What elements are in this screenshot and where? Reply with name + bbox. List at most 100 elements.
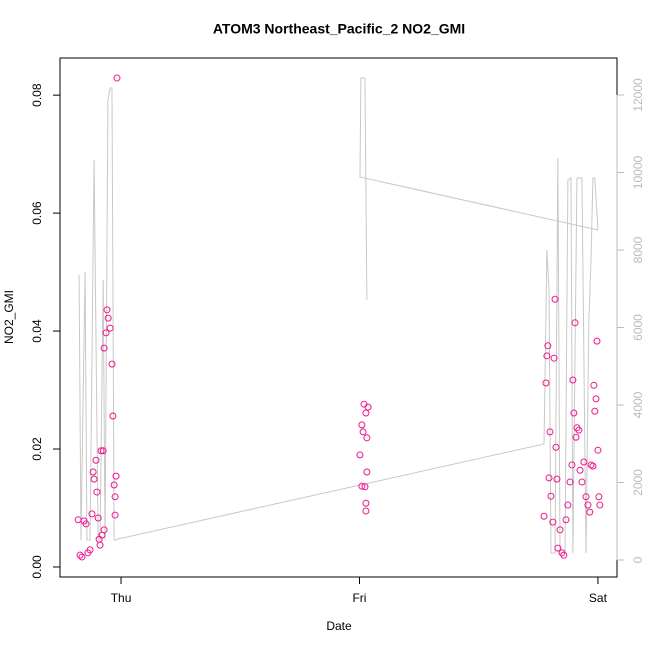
line-series [78, 77, 599, 554]
point [544, 342, 552, 350]
point [550, 354, 558, 362]
point [100, 526, 108, 534]
y-tick-label: 0.08 [30, 83, 44, 107]
point [97, 447, 105, 455]
point [361, 483, 369, 491]
point [572, 433, 580, 441]
point [570, 409, 578, 417]
x-tick-label: Fri [352, 591, 366, 605]
point [99, 447, 107, 455]
point [89, 468, 97, 476]
point [358, 421, 366, 429]
plot-frame [59, 57, 618, 578]
y-tick-label: 0.00 [30, 555, 44, 579]
point [90, 475, 98, 483]
point [553, 475, 561, 483]
point [92, 456, 100, 464]
point [112, 472, 120, 480]
y2-tick-label: 12000 [631, 78, 645, 112]
y2-tick-label: 8000 [631, 236, 645, 263]
point [78, 553, 86, 561]
point [576, 466, 584, 474]
point [363, 434, 371, 442]
y2-tick-label: 2000 [631, 469, 645, 496]
x-axis-label: Date [326, 619, 352, 633]
point [364, 403, 372, 411]
point [566, 478, 574, 486]
point [88, 510, 96, 518]
point [110, 481, 118, 489]
point [552, 443, 560, 451]
point [103, 306, 111, 314]
y2-tick-label: 10000 [631, 155, 645, 189]
point [589, 462, 597, 470]
point [562, 516, 570, 524]
point [362, 499, 370, 507]
point [356, 451, 364, 459]
point [551, 295, 559, 303]
y-axis-label: NO2_GMI [2, 290, 16, 344]
point [578, 478, 586, 486]
y-tick-label: 0.02 [30, 437, 44, 461]
y2-tick-label: 6000 [631, 314, 645, 341]
point [363, 468, 371, 476]
point [587, 461, 595, 469]
y2-tick-label: 0 [631, 556, 645, 563]
point [591, 407, 599, 415]
point [104, 314, 112, 322]
point [82, 520, 90, 528]
point [596, 501, 604, 509]
point [543, 352, 551, 360]
point [108, 360, 116, 368]
point [549, 518, 557, 526]
x-tick-label: Sat [589, 591, 608, 605]
point [586, 508, 594, 516]
point [568, 461, 576, 469]
point [590, 381, 598, 389]
point [358, 482, 366, 490]
point [111, 493, 119, 501]
point [362, 507, 370, 515]
point [102, 329, 110, 337]
point [556, 526, 564, 534]
point [93, 488, 101, 496]
point [571, 319, 579, 327]
point [582, 493, 590, 501]
point [592, 395, 600, 403]
point [111, 511, 119, 519]
chart-title: ATOM3 Northeast_Pacific_2 NO2_GMI [213, 21, 465, 37]
point [360, 400, 368, 408]
point [547, 492, 555, 500]
point [546, 428, 554, 436]
point [593, 337, 601, 345]
point [569, 376, 577, 384]
point [95, 535, 103, 543]
point [594, 446, 602, 454]
y-tick-label: 0.04 [30, 319, 44, 343]
point [359, 428, 367, 436]
point [564, 501, 572, 509]
point [362, 409, 370, 417]
point [545, 474, 553, 482]
y2-tick-label: 4000 [631, 391, 645, 418]
point [94, 514, 102, 522]
point [76, 551, 84, 559]
point [540, 512, 548, 520]
point [109, 412, 117, 420]
point [542, 379, 550, 387]
point [595, 493, 603, 501]
point [96, 541, 104, 549]
point [580, 458, 588, 466]
x-tick-label: Thu [111, 591, 132, 605]
point [575, 426, 583, 434]
point [554, 544, 562, 552]
point [106, 324, 114, 332]
y-tick-label: 0.06 [30, 201, 44, 225]
point [584, 501, 592, 509]
point [560, 551, 568, 559]
point [74, 516, 82, 524]
point [100, 344, 108, 352]
point [86, 546, 94, 554]
point [113, 74, 121, 82]
